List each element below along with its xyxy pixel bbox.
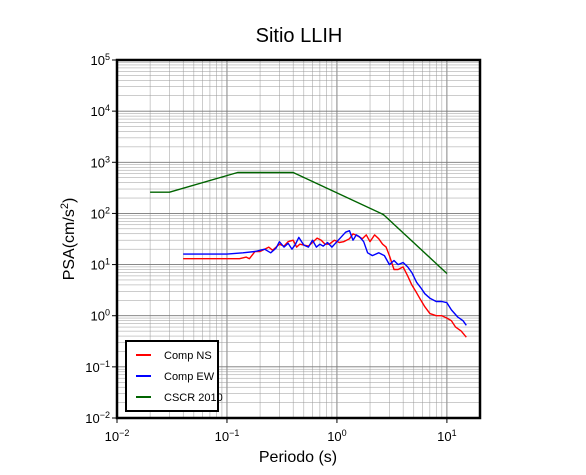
- y-tick-label: 102: [91, 205, 110, 221]
- y-tick-exp: 5: [105, 52, 110, 62]
- y-tick-label: 101: [91, 257, 110, 273]
- x-tick-label: 100: [327, 428, 346, 444]
- y-tick-label: 103: [91, 154, 110, 170]
- y-tick-base: 10: [91, 206, 105, 221]
- y-tick-label: 105: [91, 52, 110, 68]
- x-ticks: 10−2 10−1 100 101: [105, 418, 457, 444]
- y-tick-label: 10−1: [85, 359, 110, 375]
- plot-lines: [150, 171, 467, 338]
- y-tick-exp: −2: [100, 410, 110, 420]
- series-line-0: [183, 233, 467, 338]
- y-axis-label-main: PSA(cm/s: [61, 209, 78, 280]
- y-tick-exp: 4: [105, 103, 110, 113]
- y-tick-label: 100: [91, 308, 110, 324]
- series-line-1: [183, 229, 467, 326]
- y-tick-base: 10: [91, 258, 105, 273]
- x-tick-label: 10−2: [105, 428, 130, 444]
- legend-label: Comp EW: [164, 371, 215, 383]
- legend-label: Comp NS: [164, 350, 212, 362]
- y-tick-label: 10−2: [85, 410, 110, 426]
- y-tick-base: 10: [85, 411, 99, 426]
- y-axis-label-sup: 2: [59, 203, 71, 209]
- x-tick-label: 101: [437, 428, 456, 444]
- x-axis-label: Periodo (s): [259, 449, 337, 466]
- x-tick-exp: −2: [119, 428, 129, 438]
- plot-frame: [115, 58, 482, 420]
- y-tick-exp: 2: [105, 205, 110, 215]
- legend-label: CSCR 2010: [164, 392, 223, 404]
- y-tick-base: 10: [91, 309, 105, 324]
- y-tick-exp: 3: [105, 154, 110, 164]
- x-tick-base: 10: [215, 429, 229, 444]
- x-tick-exp: 0: [342, 428, 347, 438]
- y-tick-exp: 0: [105, 308, 110, 318]
- y-tick-base: 10: [91, 155, 105, 170]
- y-axis-label-end: ): [61, 198, 78, 203]
- x-tick-exp: 1: [452, 428, 457, 438]
- chart-title: Sitio LLIH: [256, 25, 343, 47]
- y-tick-label: 104: [91, 103, 110, 119]
- legend: Comp NS Comp EW CSCR 2010: [125, 340, 223, 412]
- x-tick-label: 10−1: [215, 428, 240, 444]
- x-tick-base: 10: [437, 429, 451, 444]
- x-tick-base: 10: [327, 429, 341, 444]
- y-tick-base: 10: [91, 104, 105, 119]
- y-axis-label: PSA(cm/s2): [59, 198, 78, 281]
- y-tick-exp: 1: [105, 257, 110, 267]
- series-line-2: [150, 171, 448, 275]
- x-tick-exp: −1: [229, 428, 239, 438]
- grid: [116, 59, 481, 419]
- y-tick-base: 10: [91, 53, 105, 68]
- y-tick-exp: −1: [100, 359, 110, 369]
- x-tick-base: 10: [105, 429, 119, 444]
- y-tick-base: 10: [85, 360, 99, 375]
